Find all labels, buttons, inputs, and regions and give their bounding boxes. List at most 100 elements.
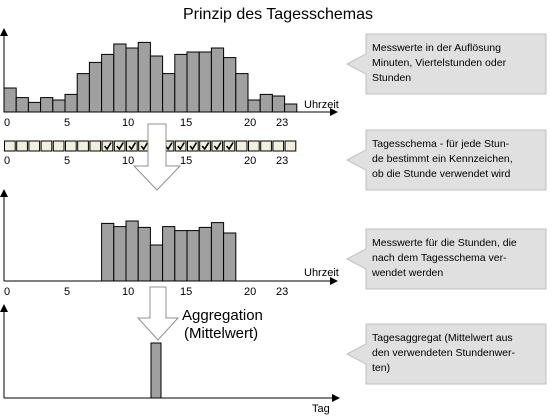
bar [150,342,162,399]
tick-label: 5 [64,155,70,167]
check-mark-icon [225,142,234,151]
bar [137,41,151,113]
bar [64,93,78,113]
x-axis-label-1: Uhrzeit [304,99,339,111]
bar [235,73,249,113]
tick-label: 23 [276,155,288,167]
x-axis-label-4: Tag [312,403,330,415]
bar [113,43,127,113]
note-text: de bestimmt ein Kennzeichen, [372,153,513,165]
note-text: Messwerte in der Auflösung [372,42,501,54]
x-ticks-1: 0 5 10 15 20 23 [4,117,288,129]
check-mark-icon [103,142,112,151]
schema-checkbox [4,140,16,152]
aggregation-label-line-2: (Mittelwert) [184,325,258,342]
note-text: ob die Stunde verwendet wird [372,168,510,180]
bar [198,51,212,113]
tick-label: 23 [276,117,288,129]
bar [88,61,103,113]
bar [113,226,127,282]
x-ticks-3: 0 5 10 15 20 23 [4,286,288,298]
chart-day-aggregate: Tag [0,304,340,415]
bar [174,230,188,282]
tick-label: 20 [244,286,256,298]
bars-hourly [3,41,298,113]
tick-label: 23 [276,286,288,298]
x-ticks-2: 0 5 10 15 20 23 [4,155,288,167]
note-text: Minuten, Viertelstunden oder [372,57,507,69]
schema-checkbox [235,140,248,152]
check-mark-icon [116,142,124,151]
flow-arrow-down-1 [132,123,182,191]
schema-checkbox [199,140,211,152]
bar [76,73,90,113]
bars-selected [101,220,237,282]
chart-hourly-measurements: Uhrzeit 0 5 10 15 20 23 [0,28,339,129]
bar [247,99,261,113]
schema-checkbox [113,140,126,152]
bar [137,226,151,282]
note-text: Messwerte für die Stunden, die [372,237,517,249]
flow-arrow-down-2 [136,286,180,341]
schema-checkbox [16,140,28,152]
schema-checkbox [211,140,224,152]
schema-checkbox [272,140,285,152]
schema-checkbox [174,140,187,152]
check-mark-icon [213,142,222,151]
schema-checkbox [187,140,199,152]
bar [186,230,200,282]
bar [210,222,225,282]
aggregation-label-line-1: Aggregation [182,307,263,324]
note-text: ten) [372,362,390,374]
tick-label: 15 [180,155,192,167]
schema-checkbox [89,140,102,152]
chart-selected-hours: Uhrzeit 0 5 10 15 20 23 [0,189,339,298]
bar [149,244,164,282]
note-callout [345,129,547,191]
check-mark-icon [189,142,198,151]
check-mark-icon [128,142,137,151]
x-axis-label-3: Uhrzeit [304,267,339,279]
note-text: Tagesaggregat (Mittelwert aus [372,332,513,344]
note-text: den verwendeten Stundenwer- [372,347,516,359]
bar [284,103,298,113]
tick-label: 10 [122,117,134,129]
bars-aggregate [150,342,162,399]
bar [198,226,212,282]
note-callout [345,323,547,385]
schema-checkbox [248,140,260,152]
bar [15,97,29,113]
bar [259,93,273,113]
schema-checkbox [65,140,77,152]
bar [125,47,139,113]
schema-checkbox [52,140,65,152]
schema-checkbox [126,140,138,152]
tick-label: 10 [122,286,134,298]
bar [149,55,164,113]
schema-checkbox [28,140,41,152]
note-text: wendet werden [371,267,443,279]
schema-checkbox [101,140,114,152]
tick-label: 5 [64,117,70,129]
note-callout [345,33,547,95]
schema-checkbox [260,140,272,152]
bar [40,97,54,113]
bar [174,53,188,113]
bar [162,226,176,282]
bar [3,87,17,113]
bar [186,51,200,113]
bar [210,47,225,113]
tick-label: 20 [244,117,256,129]
bar [162,73,176,113]
tick-label: 5 [64,286,70,298]
bar [101,53,115,113]
bar [27,101,42,113]
check-mark-icon [140,142,149,151]
tick-label: 15 [180,117,192,129]
tick-label: 0 [4,117,10,129]
tick-label: 0 [4,155,10,167]
bar [125,220,139,282]
note-text: nach dem Tagesschema ver- [372,252,507,264]
bar [223,57,237,113]
